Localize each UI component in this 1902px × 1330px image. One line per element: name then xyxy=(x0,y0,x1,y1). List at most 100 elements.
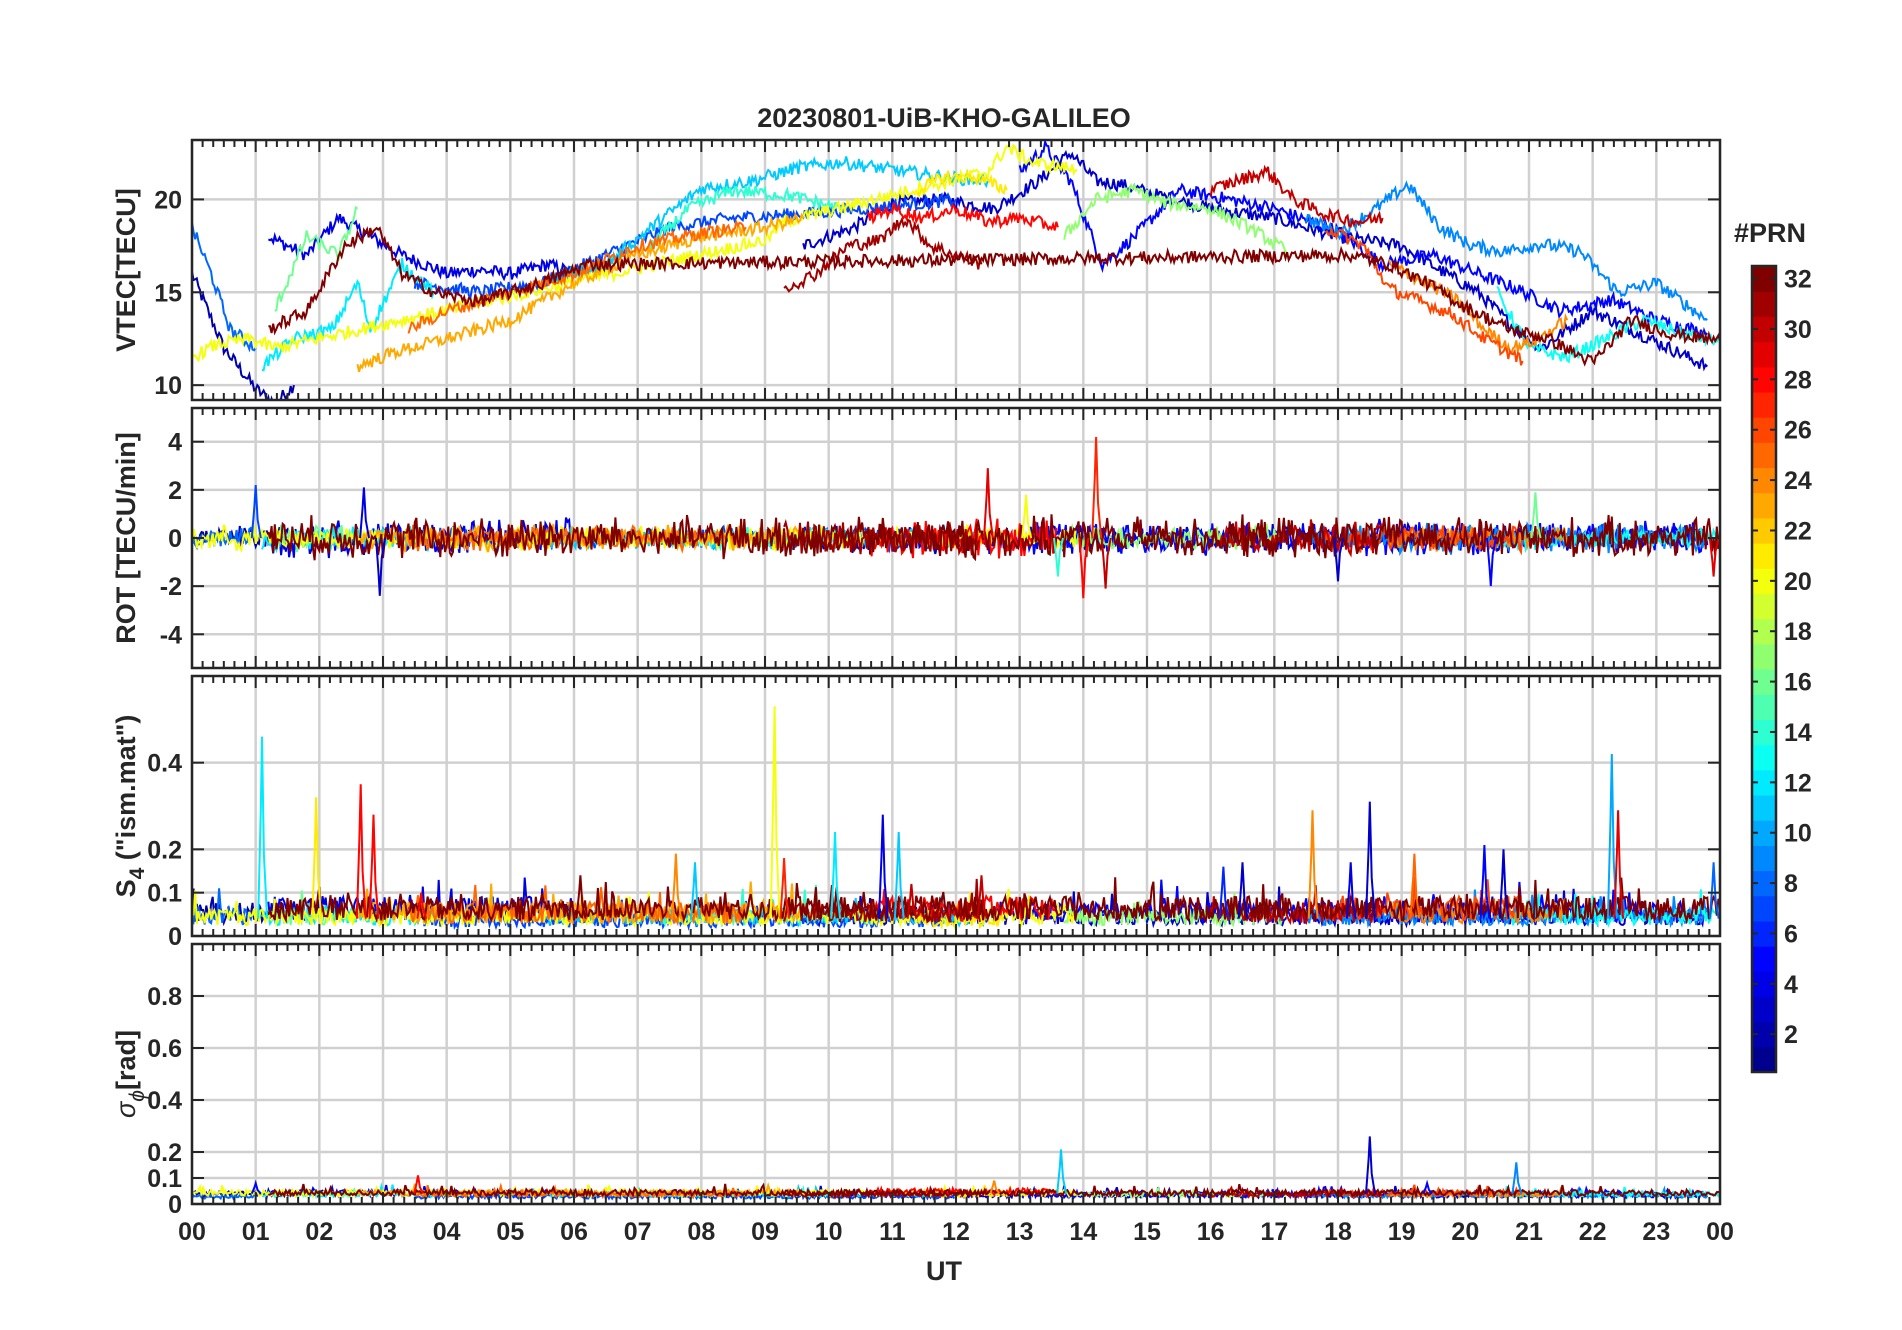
y-axis-label: S4 ("ism.mat") xyxy=(111,715,149,898)
series-prn-5 xyxy=(1019,518,1709,557)
colorbar-tick-label: 12 xyxy=(1784,769,1812,797)
x-tick-label: 12 xyxy=(942,1218,970,1246)
colorbar-tick-label: 28 xyxy=(1784,366,1812,394)
colorbar-segment xyxy=(1752,492,1776,519)
spike-prn-3 xyxy=(1365,801,1376,919)
y-tick-label: 0.8 xyxy=(147,983,182,1011)
spike-prn-25 xyxy=(1409,853,1421,919)
panel-rot: -4 -2 0 2 4 ROT [TECU/min] xyxy=(111,406,1722,670)
x-tick-label: 16 xyxy=(1197,1218,1225,1246)
y-tick-label: 0 xyxy=(168,1191,182,1219)
y-tick-label: 0.6 xyxy=(147,1035,182,1063)
spike-prn-3 xyxy=(1333,537,1345,582)
colorbar-segment xyxy=(1752,946,1776,972)
colorbar-tick-label: 20 xyxy=(1784,568,1812,596)
spike-prn-16 xyxy=(1530,492,1542,539)
data-lines xyxy=(192,436,1720,599)
colorbar-title: #PRN xyxy=(1734,218,1806,248)
series-prn-8 xyxy=(192,222,257,353)
spike-prn-30 xyxy=(1100,537,1112,589)
colorbar-segment xyxy=(1752,643,1776,670)
spike-prn-27 xyxy=(1091,436,1103,539)
colorbar-tick-label: 6 xyxy=(1784,920,1798,948)
spike-prn-30 xyxy=(906,883,918,919)
y-tick-label: 0.2 xyxy=(147,1139,182,1167)
x-tick-label: 17 xyxy=(1260,1218,1288,1246)
spike-prn-28 xyxy=(1078,537,1090,599)
spike-prn-14 xyxy=(1053,537,1064,577)
colorbar-segment xyxy=(1752,845,1776,872)
y-label-main: σ xyxy=(111,1100,141,1118)
y-tick-label: 0.4 xyxy=(147,1087,182,1115)
x-tick-label: 18 xyxy=(1324,1218,1352,1246)
colorbar-tick-label: 32 xyxy=(1784,266,1812,294)
spike-prn-32 xyxy=(575,875,587,919)
y-label-sub: 4 xyxy=(126,867,149,879)
y-axis-label: VTEC[TECU] xyxy=(111,188,141,352)
spike-prn-24 xyxy=(989,1180,1001,1195)
y-tick-label: -2 xyxy=(160,573,182,601)
panel-vtec: 10 15 20 VTEC[TECU] xyxy=(111,138,1722,402)
colorbar-segment xyxy=(1752,996,1776,1023)
y-tick-label: 0.1 xyxy=(147,1165,182,1193)
y-label-rest: [rad] xyxy=(111,1030,141,1090)
y-axis-label: ROT [TECU/min] xyxy=(111,432,141,643)
spike-prn-21 xyxy=(311,797,323,919)
x-tick-label: 21 xyxy=(1515,1218,1543,1246)
y-tick-label: 4 xyxy=(168,429,182,457)
spike-prn-28 xyxy=(355,784,367,919)
x-tick-label: 10 xyxy=(815,1218,843,1246)
spike-prn-12 xyxy=(257,736,269,919)
spike-prn-7 xyxy=(250,484,262,539)
x-tick-label: 22 xyxy=(1579,1218,1607,1246)
colorbar-segment xyxy=(1752,694,1776,720)
series-prn-26 xyxy=(1324,225,1524,366)
x-tick-label: 15 xyxy=(1133,1218,1161,1246)
spike-prn-5 xyxy=(1479,844,1491,919)
spike-prn-11 xyxy=(690,862,702,919)
x-tick-labels: 00 01 02 03 04 05 06 07 08 09 10 11 12 13 14 15 16 17 18 19… xyxy=(178,1218,1734,1246)
spike-prn-28 xyxy=(368,814,380,919)
y-tick-label: 0 xyxy=(168,923,182,951)
colorbar-tick-label: 22 xyxy=(1784,517,1812,545)
x-tick-label: 02 xyxy=(305,1218,333,1246)
series-prn-28 xyxy=(866,202,1059,232)
y-tick-label: 20 xyxy=(154,186,182,214)
series-prn-20 xyxy=(192,143,1078,363)
spike-prn-30 xyxy=(976,875,988,919)
series-prn-16 xyxy=(274,205,359,312)
spike-prn-5 xyxy=(1486,537,1497,587)
x-tick-label: 08 xyxy=(687,1218,715,1246)
spike-prn-12 xyxy=(830,831,842,919)
spike-prn-3 xyxy=(1498,849,1510,919)
y-label-rest: ("ism.mat") xyxy=(111,715,141,868)
colorbar-frame xyxy=(1750,264,1778,1074)
panel-sigmaphi: 00.10.2 0.4 0.6 0.8 σϕ[rad] xyxy=(111,942,1722,1219)
x-tick-label: 00 xyxy=(178,1218,206,1246)
y-label-sub: ϕ xyxy=(126,1090,149,1102)
colorbar-tick-label: 4 xyxy=(1784,971,1798,999)
x-tick-label: 11 xyxy=(879,1218,906,1246)
series-prn-21 xyxy=(916,168,1008,198)
colorbar-segment xyxy=(1752,593,1776,620)
series-prn-2 xyxy=(192,271,295,400)
spike-prn-4 xyxy=(1345,862,1357,919)
spike-prn-5 xyxy=(1422,1179,1433,1195)
colorbar-tick-label: 2 xyxy=(1784,1021,1798,1049)
spike-prn-29 xyxy=(1613,810,1625,919)
series-prn-9 xyxy=(1305,180,1708,321)
y-tick-label: 0.4 xyxy=(147,750,182,778)
series-prn-13 xyxy=(1496,285,1720,364)
colorbar-tick-label: 30 xyxy=(1784,316,1812,344)
spike-prn-9 xyxy=(1511,1162,1523,1194)
x-tick-label: 13 xyxy=(1006,1218,1034,1246)
x-tick-label: 23 xyxy=(1642,1218,1670,1246)
colorbar-segment xyxy=(1752,1046,1776,1073)
series-prn-3 xyxy=(802,149,1709,372)
data-lines xyxy=(192,140,1720,400)
colorbar-segment xyxy=(1752,895,1776,922)
colorbar-tick-label: 8 xyxy=(1784,870,1798,898)
series-prn-30 xyxy=(1209,164,1384,228)
